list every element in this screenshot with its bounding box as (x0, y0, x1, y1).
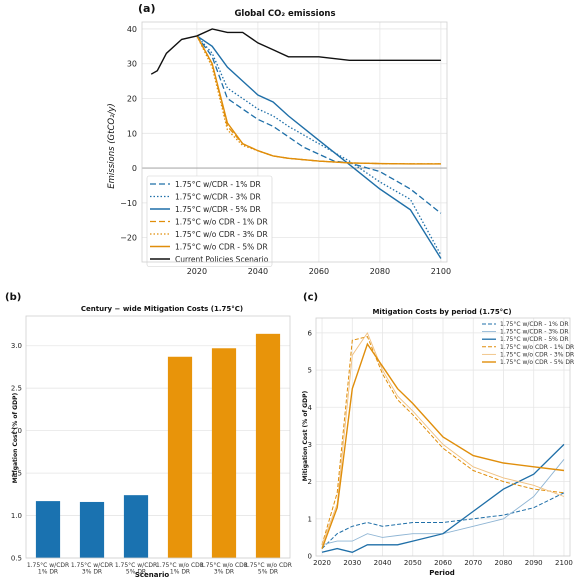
panel-b-xtick: 1% DR (38, 569, 58, 576)
panel-a-legend-label: 1.75°C w/o CDR - 5% DR (175, 243, 268, 252)
panel-b-xtick: 1.75°C w/CDR (27, 562, 69, 569)
panel-b-bar-6 (255, 333, 281, 558)
panel-a-legend-label: 1.75°C w/CDR - 5% DR (175, 205, 261, 214)
panel-c-ytick: 6 (308, 329, 313, 337)
panel-b-ytick: 3.0 (11, 342, 22, 350)
panel-c-legend-label: 1.75°C w/o CDR - 3% DR (500, 351, 574, 358)
panel-b-ytick: 0.5 (11, 555, 22, 563)
panel-b-bar-1 (35, 501, 61, 558)
panel-c-ytick: 1 (308, 515, 312, 523)
panel-c-xlabel: Period (429, 569, 455, 577)
panel-c-xtick: 2070 (464, 559, 482, 567)
panel-a-xtick: 2040 (248, 267, 268, 276)
panel-c-letter: (c) (303, 292, 318, 303)
panel-c-xtick: 2060 (434, 559, 452, 567)
panel-c-plot: 2020 2030 2040 2050 2060 2070 2080 2090 2100 6 5 4 3… (308, 317, 574, 567)
panel-b-xtick: 3% DR (82, 569, 102, 576)
panel-a-plot: 2020 2040 2060 2080 2100 40 30 20 10 0 −10 −20 1.75°… (120, 21, 451, 276)
panel-b-ytick: 2.0 (11, 427, 22, 435)
panel-a-series-line-6 (196, 35, 441, 165)
panel-a-legend (146, 175, 273, 267)
panel-b-xtick: 5% DR (126, 569, 146, 576)
panel-c-xtick: 2030 (343, 559, 361, 567)
panel-b-ytick: 1.0 (11, 512, 22, 520)
panel-c-series-line-6 (321, 342, 565, 549)
panel-c-legend-label: 1.75°C w/CDR - 1% DR (500, 321, 569, 328)
panel-b-bar-2 (79, 501, 105, 558)
panel-c-xtick: 2080 (495, 559, 513, 567)
panel-a-frame (141, 21, 448, 263)
panel-c-series-line-1 (321, 492, 565, 549)
panel-c-legend-label: 1.75°C w/CDR - 3% DR (500, 329, 569, 336)
panel-c-xtick: 2090 (525, 559, 543, 567)
panel-a-ytick: 10 (127, 129, 137, 138)
panel-a-xtick: 2100 (431, 267, 451, 276)
panel-b-xtick: 5% DR (258, 569, 278, 576)
panel-b-bar-3 (123, 495, 149, 558)
panel-a-xtick: 2020 (187, 267, 207, 276)
panel-c-title: Mitigation Costs by period (1.75°C) (372, 308, 511, 316)
panel-a-ytick: 30 (127, 60, 137, 69)
panel-c-frame (315, 317, 571, 557)
panel-b-frame (25, 315, 291, 559)
panel-c-series-line-5 (321, 331, 565, 545)
panel-a-ytick: 0 (132, 164, 137, 173)
panel-a-legend-label: Current Policies Scenario (175, 255, 269, 264)
panel-c-xtick: 2020 (313, 559, 331, 567)
panel-b-ytick: 2.5 (11, 385, 22, 393)
panel-c-series-line-4 (321, 336, 565, 545)
panel-c-legend-label: 1.75°C w/o CDR - 5% DR (500, 359, 574, 366)
panel-c-ytick: 0 (308, 553, 312, 561)
panel-b-xtick: 1.75°C w/o CDR (200, 562, 248, 569)
panel-a-legend-label: 1.75°C w/CDR - 1% DR (175, 180, 261, 189)
panel-c-ytick: 2 (308, 478, 312, 486)
panel-b-xtick: 1.75°C w/o CDR (156, 562, 204, 569)
panel-b-xtick: 1% DR (170, 569, 190, 576)
panel-c-ytick: 3 (308, 441, 312, 449)
panel-a-series-line-3 (196, 35, 442, 259)
panel-a-title: Global CO₂ emissions (234, 9, 335, 19)
panel-a-ylabel: Emissions (GtCO₂/y) (107, 103, 117, 188)
panel-a-ytick: −20 (120, 234, 137, 243)
panel-b-ytick: 1.5 (11, 470, 22, 478)
panel-a-ytick: −10 (120, 199, 137, 208)
panel-b-xtick: 1.75°C w/CDR (71, 562, 113, 569)
panel-a-legend-label: 1.75°C w/o CDR - 1% DR (175, 218, 268, 227)
panel-c-series-line-2 (321, 459, 565, 546)
panel-a-series-line-7 (150, 28, 441, 75)
panel-c-ytick: 5 (308, 367, 312, 375)
panel-a-legend-label: 1.75°C w/CDR - 3% DR (175, 193, 261, 202)
panel-c-legend-label: 1.75°C w/CDR - 5% DR (500, 336, 569, 343)
panel-a-letter: (a) (138, 2, 155, 15)
panel-a-ytick: 20 (127, 95, 137, 104)
panel-a-legend-label: 1.75°C w/o CDR - 3% DR (175, 230, 268, 239)
panel-c-ytick: 4 (308, 404, 313, 412)
panel-a-series-line-2 (196, 35, 442, 256)
panel-b-xtick: 3% DR (214, 569, 234, 576)
panel-b-bar-5 (211, 348, 237, 558)
panel-c-xtick: 2100 (555, 559, 573, 567)
panel-a-ytick: 40 (127, 25, 137, 34)
panel-a-series-line-1 (196, 35, 442, 214)
panel-b-background (26, 316, 290, 558)
panel-c-xtick: 2040 (374, 559, 392, 567)
panel-c-legend-label: 1.75°C w/o CDR - 1% DR (500, 344, 574, 351)
panel-c-xtick: 2050 (404, 559, 422, 567)
panel-a-xtick: 2060 (309, 267, 329, 276)
panel-b-xtick: 1.75°C w/o CDR (244, 562, 292, 569)
panel-b-xlabel: Scenario (135, 571, 169, 579)
panel-b-bar-4 (167, 356, 193, 558)
panel-c-ylabel: Mitigation Cost (% of GDP) (302, 391, 309, 482)
panel-b-letter: (b) (5, 292, 21, 303)
panel-b-ylabel: Mitigation Cost (% of GDP) (12, 393, 19, 484)
panel-c-series-line-3 (321, 443, 565, 553)
panel-a-xtick: 2080 (370, 267, 390, 276)
panel-b-title: Century − wide Mitigation Costs (1.75°C) (81, 305, 243, 313)
panel-b-xtick: 1.75°C w/CDR (115, 562, 157, 569)
